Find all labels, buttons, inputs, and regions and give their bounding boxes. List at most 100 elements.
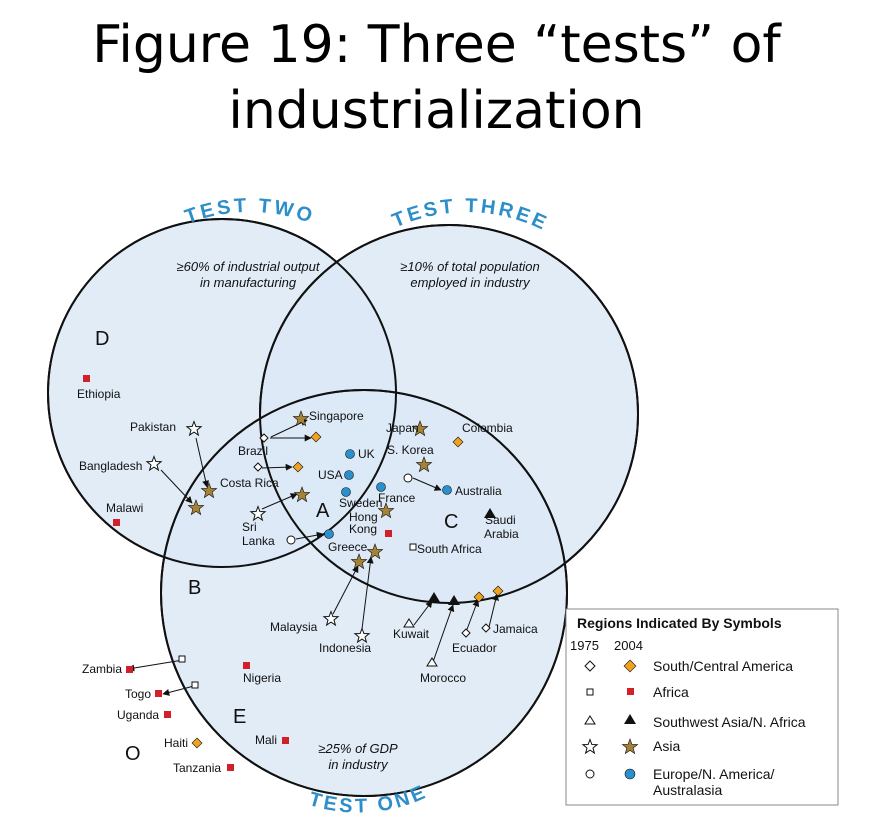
label-japan: Japan — [386, 421, 419, 435]
label-hong: Hong — [349, 510, 378, 524]
outline-test-three — [259, 224, 639, 604]
region-o: O — [125, 743, 141, 765]
label-saudi: Saudi — [485, 513, 516, 527]
country-labels: Ethiopia Pakistan Bangladesh Malawi Sing… — [77, 387, 538, 775]
legend-item-south-central-america: South/Central America — [653, 658, 793, 674]
label-kong: Kong — [349, 522, 377, 536]
arrow-icon — [295, 531, 324, 540]
star-icon — [581, 738, 599, 755]
label-tanzania: Tanzania — [173, 761, 221, 775]
diamond-icon — [452, 436, 464, 448]
triangle-icon — [448, 595, 460, 605]
circle-icon — [442, 485, 452, 495]
legend-item-europe: Europe/N. America/ — [653, 766, 774, 782]
caption-one-line1: ≥25% of GDP — [318, 741, 398, 756]
title-line-2: industrialization — [228, 81, 645, 141]
star-icon — [249, 505, 267, 522]
star-icon — [415, 456, 433, 473]
legend-year-2004: 2004 — [614, 638, 643, 653]
diamond-icon — [623, 659, 637, 673]
triangle-icon — [428, 592, 440, 602]
label-usa: USA — [318, 468, 343, 482]
outline-test-one — [160, 389, 568, 797]
label-togo: Togo — [125, 687, 151, 701]
arrow-icon — [413, 600, 433, 626]
label-greece: Greece — [328, 540, 368, 554]
circle-icon — [345, 449, 355, 459]
square-icon — [83, 375, 90, 382]
square-icon — [113, 519, 120, 526]
country-symbols — [83, 375, 504, 771]
arrow-icon — [361, 556, 374, 630]
diamond-icon — [191, 737, 203, 749]
arrow-icon — [160, 469, 193, 504]
arrow-icon — [412, 477, 442, 491]
page-title: Figure 19: Three “tests” of industrializ… — [0, 12, 873, 144]
label-singapore: Singapore — [309, 409, 364, 423]
arrow-icon — [332, 565, 359, 615]
square-icon — [409, 543, 417, 551]
label-uganda: Uganda — [117, 708, 159, 722]
label-indonesia: Indonesia — [319, 641, 371, 655]
label-bangladesh: Bangladesh — [79, 459, 142, 473]
label-south-africa: South Africa — [417, 542, 482, 556]
diamond-icon — [461, 628, 471, 638]
arrow-icon — [261, 493, 298, 510]
asia-stars — [145, 410, 433, 644]
label-colombia: Colombia — [462, 421, 513, 435]
circle-icon — [403, 473, 413, 483]
label-arabia: Arabia — [484, 527, 519, 541]
star-icon — [200, 482, 218, 499]
star-icon — [377, 502, 395, 519]
star-icon — [145, 455, 163, 472]
legend-item-asia: Asia — [653, 738, 680, 754]
triangle-icon — [584, 715, 596, 725]
label-ecuador: Ecuador — [452, 641, 497, 655]
legend: Regions Indicated By Symbols 1975 2004 S… — [565, 608, 839, 806]
legend-item-africa: Africa — [653, 684, 689, 700]
diamond-icon — [253, 462, 263, 472]
diamond-icon — [259, 433, 269, 443]
square-icon — [155, 690, 162, 697]
star-icon — [187, 499, 205, 516]
circle-icon — [324, 529, 334, 539]
triangle-icon — [403, 618, 415, 628]
label-nigeria: Nigeria — [243, 671, 281, 685]
diamond-icon — [584, 660, 596, 672]
star-icon — [621, 738, 639, 755]
region-a: A — [316, 500, 330, 522]
star-icon — [366, 543, 384, 560]
circle-icon — [585, 769, 595, 779]
region-b: B — [188, 577, 201, 599]
caption-three-line1: ≥10% of total population — [400, 259, 539, 274]
venn-circles — [47, 218, 639, 797]
label-lanka: Lanka — [242, 534, 275, 548]
arrow-icon — [195, 437, 210, 488]
caption-one-line2: in industry — [328, 757, 389, 772]
arrow-icon — [261, 463, 293, 471]
star-icon — [293, 486, 311, 503]
circle-icon — [344, 470, 354, 480]
arrow-icon — [162, 685, 195, 696]
square-icon — [178, 655, 186, 663]
label-malaysia: Malaysia — [270, 620, 318, 634]
square-icon — [191, 681, 199, 689]
square-icon — [164, 711, 171, 718]
region-d: D — [95, 328, 109, 350]
arrow-icon — [432, 604, 455, 663]
label-france: France — [378, 491, 416, 505]
legend-star-icons — [581, 738, 639, 755]
square-icon — [627, 688, 634, 695]
arrow-icon — [127, 659, 184, 672]
label-pakistan: Pakistan — [130, 420, 176, 434]
circle-icon — [624, 768, 636, 780]
caption-two-line2: in manufacturing — [200, 275, 297, 290]
label-uk: UK — [358, 447, 375, 461]
diamond-icon — [492, 585, 504, 597]
label-malawi: Malawi — [106, 501, 143, 515]
diamond-icon — [481, 623, 491, 633]
star-icon — [411, 420, 429, 437]
label-sri: Sri — [242, 520, 257, 534]
label-australia: Australia — [455, 484, 502, 498]
